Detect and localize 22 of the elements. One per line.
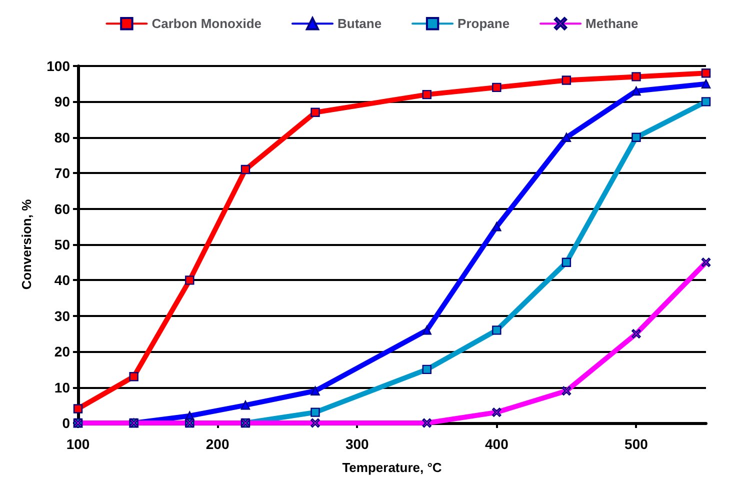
x-axis-title: Temperature, °C: [342, 460, 442, 475]
y-tick-label: 70: [54, 165, 70, 182]
y-tick-label: 0: [62, 415, 70, 431]
y-tick-label: 90: [54, 94, 70, 110]
y-tick-label: 30: [54, 308, 70, 324]
legend-label: Methane: [586, 16, 638, 32]
y-tick-label: 10: [54, 379, 70, 396]
x-tick-label: 200: [206, 436, 230, 452]
legend-label: Butane: [337, 16, 382, 32]
y-tick-label: 80: [54, 129, 70, 146]
y-tick-label: 20: [54, 344, 70, 360]
x-tick-label: 100: [66, 436, 90, 452]
legend-label: Propane: [458, 16, 510, 32]
x-tick-label: 500: [624, 436, 648, 452]
y-tick-label: 50: [54, 236, 70, 252]
y-tick-label: 60: [54, 200, 70, 217]
legend-label: Carbon Monoxide: [152, 16, 262, 32]
y-tick-label: 40: [54, 272, 70, 288]
y-axis-title: Conversion, %: [19, 198, 34, 290]
x-tick-label: 300: [345, 436, 370, 452]
y-tick-label: 100: [46, 58, 70, 74]
x-tick-label: 400: [484, 436, 509, 452]
